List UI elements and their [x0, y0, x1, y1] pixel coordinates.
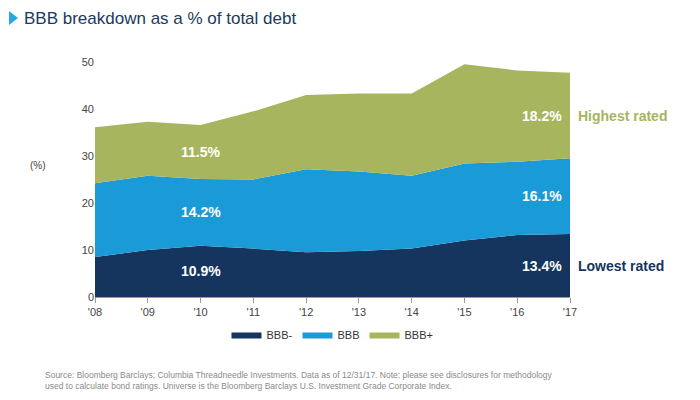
svg-text:BBB+: BBB+ — [405, 329, 433, 341]
svg-text:30: 30 — [82, 150, 94, 162]
svg-text:BBB-: BBB- — [267, 329, 293, 341]
svg-text:20: 20 — [82, 197, 94, 209]
svg-text:10.9%: 10.9% — [181, 263, 221, 279]
svg-text:'17: '17 — [563, 306, 577, 318]
svg-text:'11: '11 — [247, 306, 261, 318]
svg-text:40: 40 — [82, 103, 94, 115]
svg-text:16.1%: 16.1% — [522, 188, 562, 204]
svg-text:'09: '09 — [141, 306, 155, 318]
svg-text:0: 0 — [88, 291, 94, 303]
svg-text:14.2%: 14.2% — [181, 204, 221, 220]
svg-text:(%): (%) — [30, 160, 46, 171]
svg-text:BBB: BBB — [338, 329, 360, 341]
svg-text:'14: '14 — [404, 306, 418, 318]
svg-text:18.2%: 18.2% — [522, 108, 562, 124]
svg-text:10: 10 — [82, 244, 94, 256]
svg-text:11.5%: 11.5% — [181, 144, 220, 160]
svg-text:50: 50 — [82, 56, 94, 68]
svg-text:'13: '13 — [352, 306, 366, 318]
svg-text:Highest rated: Highest rated — [578, 108, 667, 124]
svg-text:'12: '12 — [299, 306, 313, 318]
svg-text:Lowest rated: Lowest rated — [578, 258, 664, 274]
svg-text:BBB breakdown as a % of total: BBB breakdown as a % of total debt — [24, 9, 296, 28]
svg-text:'15: '15 — [457, 306, 471, 318]
svg-text:13.4%: 13.4% — [522, 258, 562, 274]
svg-text:Source: Bloomberg Barclays; Co: Source: Bloomberg Barclays; Columbia Thr… — [45, 370, 553, 391]
svg-text:'10: '10 — [193, 306, 207, 318]
svg-text:'08: '08 — [88, 306, 102, 318]
svg-text:'16: '16 — [510, 306, 524, 318]
